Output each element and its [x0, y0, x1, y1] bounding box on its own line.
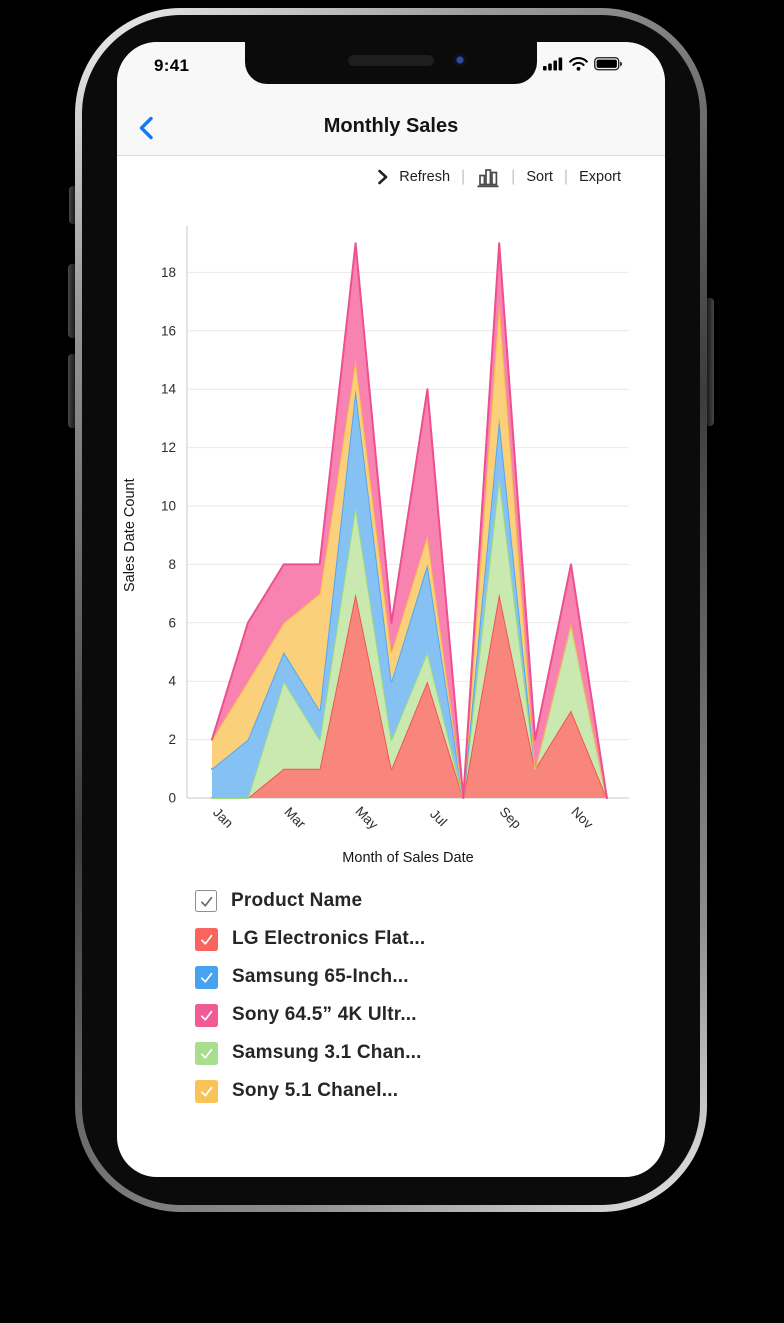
x-tick-label: May [352, 803, 381, 832]
y-tick-label: 14 [161, 382, 177, 397]
stacked-area-chart[interactable]: 0 2 4 6 8 10 12 14 16 18 Jan Mar May Jul Sep Nov Month o… [117, 204, 665, 894]
phone-screen: 9:41 [117, 42, 665, 1177]
legend-item[interactable]: Product Name [117, 882, 665, 920]
legend-label: Samsung 65-Inch... [232, 966, 409, 987]
cellular-signal-icon [543, 57, 563, 71]
legend-item[interactable]: LG Electronics Flat... [117, 920, 665, 958]
y-tick-label: 18 [161, 265, 176, 280]
power-button [705, 298, 714, 426]
area-band [212, 593, 607, 798]
y-tick-label: 8 [168, 557, 176, 572]
page-title: Monthly Sales [323, 115, 459, 137]
volume-down-button [68, 354, 77, 428]
phone-bezel: 9:41 [82, 15, 700, 1205]
y-tick-label: 16 [161, 323, 176, 338]
legend-checkbox[interactable] [195, 965, 218, 989]
y-tick-label: 4 [168, 674, 176, 689]
x-tick-label: Nov [568, 804, 596, 832]
check-icon [201, 934, 213, 945]
y-tick-label: 10 [161, 499, 176, 514]
y-axis-title: Sales Date Count [122, 478, 138, 592]
refresh-button[interactable]: Refresh [399, 169, 451, 185]
x-axis-title: Month of Sales Date [342, 850, 473, 866]
y-tick-label: 2 [168, 732, 176, 747]
legend-checkbox[interactable] [195, 1041, 218, 1065]
legend-label: Product Name [231, 890, 363, 911]
area-band-outline [211, 300, 608, 799]
legend-item[interactable]: Samsung 65-Inch... [117, 958, 665, 996]
phone-frame: 9:41 [75, 8, 707, 1212]
battery-icon [594, 57, 622, 71]
y-tick-label: 12 [161, 440, 176, 455]
area-band [212, 243, 607, 798]
volume-up-button [68, 264, 77, 338]
legend-label: Sony 64.5” 4K Ultr... [232, 1004, 417, 1025]
area-band-outline [211, 242, 608, 799]
check-icon [200, 896, 212, 907]
status-bar: 9:41 [117, 54, 665, 80]
speaker-grille [348, 55, 434, 66]
check-icon [201, 1010, 213, 1021]
x-tick-label: Jan [210, 805, 236, 831]
x-tick-label: Jul [427, 806, 450, 829]
legend-item[interactable]: Sony 64.5” 4K Ultr... [117, 996, 665, 1034]
legend-checkbox[interactable] [195, 927, 218, 951]
legend-label: Samsung 3.1 Chan... [232, 1042, 422, 1063]
bar-chart-icon[interactable] [476, 167, 500, 188]
mute-switch [69, 186, 77, 224]
chart-toolbar: Refresh | | Sort | Export [377, 156, 621, 198]
back-button[interactable] [139, 116, 154, 145]
notch [245, 42, 537, 84]
x-tick-label: Sep [497, 804, 525, 832]
export-button[interactable]: Export [579, 169, 621, 185]
legend-checkbox[interactable] [195, 1079, 218, 1103]
toolbar-separator: | [511, 168, 516, 185]
chevron-right-icon[interactable] [377, 169, 388, 185]
y-tick-label: 0 [168, 791, 176, 806]
check-icon [201, 1086, 213, 1097]
toolbar-separator: | [461, 168, 466, 185]
legend-checkbox[interactable] [195, 1003, 218, 1027]
legend-label: Sony 5.1 Chanel... [232, 1080, 399, 1101]
area-band [212, 389, 607, 798]
front-camera [453, 53, 467, 67]
legend-checkbox[interactable] [195, 890, 217, 912]
legend-label: LG Electronics Flat... [232, 928, 426, 949]
wifi-icon [569, 57, 588, 71]
x-tick-label: Mar [281, 804, 308, 831]
chart-legend: Product Name LG Electronics Flat... Samsun… [117, 882, 665, 1110]
legend-item[interactable]: Sony 5.1 Chanel... [117, 1072, 665, 1110]
chevron-left-icon [139, 116, 153, 140]
y-tick-label: 6 [168, 615, 176, 630]
check-icon [201, 972, 213, 983]
toolbar-separator: | [563, 168, 569, 185]
sort-button[interactable]: Sort [526, 169, 553, 185]
status-time: 9:41 [154, 56, 190, 75]
check-icon [201, 1048, 213, 1059]
legend-item[interactable]: Samsung 3.1 Chan... [117, 1034, 665, 1072]
